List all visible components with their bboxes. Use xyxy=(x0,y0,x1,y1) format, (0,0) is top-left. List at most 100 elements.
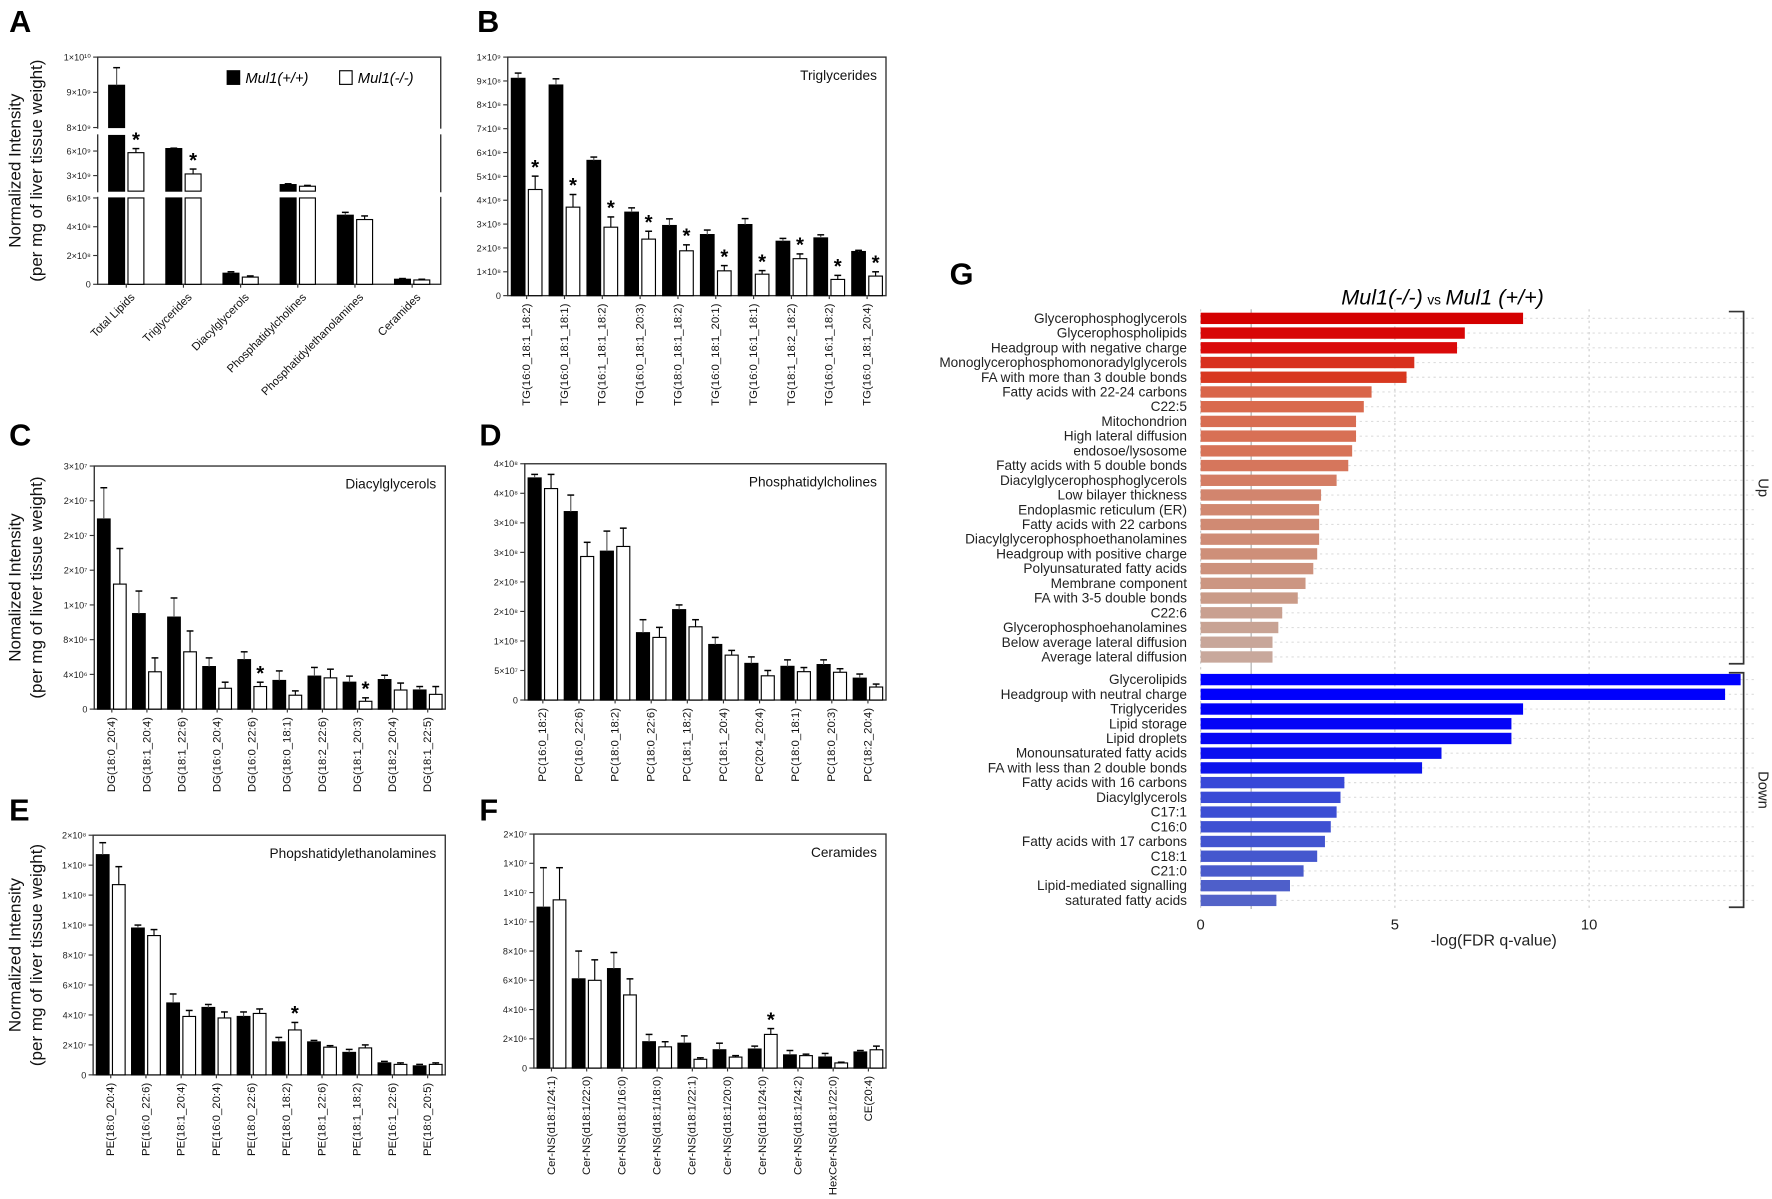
term-label: C17:1 xyxy=(1151,805,1187,820)
significance-star: * xyxy=(189,149,197,172)
y-tick-label: 1×10⁷ xyxy=(503,917,527,927)
bar-ko xyxy=(393,1063,408,1076)
x-tick-label: Phosphatidylethanolamines xyxy=(260,291,367,398)
y-axis-label: (per mg of liver tissue weight) xyxy=(27,60,46,282)
x-axis-label: -log(FDR q-value) xyxy=(1431,932,1557,949)
bar-ko xyxy=(358,700,373,710)
bar-wt xyxy=(237,659,252,710)
panel-title: Phopshatidylethanolamines xyxy=(270,846,437,861)
term-label: High lateral diffusion xyxy=(1064,429,1187,444)
x-tick-label: PC(18:0_18:2) xyxy=(609,708,621,782)
term-label: Glycerophosphoehanolamines xyxy=(1003,620,1187,635)
y-tick-label: 8×10⁶ xyxy=(503,946,527,956)
x-tick-label: Cer-NS(d18:1/18:0) xyxy=(652,1076,664,1175)
y-tick-label: 3×10⁹ xyxy=(67,171,91,181)
term-label: Lipid storage xyxy=(1109,716,1187,731)
bar-ko xyxy=(288,694,303,710)
bar-ko xyxy=(428,1063,443,1076)
term-label: FA with more than 3 double bonds xyxy=(981,370,1187,385)
term-label: C22:5 xyxy=(1151,399,1187,414)
enrichment-bar xyxy=(1200,879,1290,892)
bar-ko xyxy=(565,206,581,297)
bar-ko xyxy=(184,173,202,192)
term-label: C18:1 xyxy=(1151,849,1187,864)
term-label: Below average lateral diffusion xyxy=(1002,635,1187,650)
enrichment-bar xyxy=(1200,762,1423,774)
significance-star: * xyxy=(682,225,690,248)
bar-wt xyxy=(852,677,867,701)
term-label: Monoglycerophosphomonoradylglycerols xyxy=(939,355,1187,370)
bar-wt xyxy=(108,84,126,129)
term-label: C21:0 xyxy=(1151,864,1188,879)
enrichment-bar xyxy=(1200,342,1458,354)
enrichment-bar xyxy=(1200,386,1372,398)
bar-ko xyxy=(111,884,126,1076)
x-tick-label: PC(18:0_20:3) xyxy=(826,708,838,782)
term-label: Membrane component xyxy=(1051,576,1188,591)
bar-ko xyxy=(323,1046,337,1076)
bar-ko xyxy=(869,1049,884,1069)
bar-ko xyxy=(127,152,145,192)
bar-wt xyxy=(271,1041,286,1076)
bar-wt xyxy=(775,240,791,297)
bar-ko xyxy=(356,218,374,285)
y-tick-label: 2×10⁸ xyxy=(477,243,501,253)
enrichment-bar xyxy=(1200,548,1318,560)
significance-star: * xyxy=(872,252,880,275)
x-tick-label: Diacylglycerols xyxy=(190,291,252,353)
x-tick-label: PE(16:1_22:6) xyxy=(387,1083,399,1156)
y-tick-label: 0 xyxy=(86,280,91,290)
x-tick-label: DG(18:1_22:5) xyxy=(422,717,434,792)
x-tick-label: Cer-NS(d18:1/24:1) xyxy=(546,1076,558,1175)
term-label: Triglycerides xyxy=(1110,702,1187,717)
x-tick-label: Cer-NS(d18:1/24:0) xyxy=(757,1076,769,1175)
bar-wt xyxy=(222,272,240,285)
significance-star: * xyxy=(758,250,766,273)
x-tick-label: PC(18:1_20:4) xyxy=(718,708,730,782)
term-label: Glycerophospholipids xyxy=(1057,326,1187,341)
y-tick-label: 0 xyxy=(496,291,501,301)
x-tick-label: PC(18:0_22:6) xyxy=(646,708,658,782)
bar-ko xyxy=(580,555,595,701)
x-tick-label: DG(18:2_20:4) xyxy=(387,717,399,792)
x-tick-label: PE(18:0_20:5) xyxy=(422,1083,434,1156)
y-tick-label: 1×10⁷ xyxy=(503,888,527,898)
x-tick-label: DG(18:1_20:4) xyxy=(141,717,153,792)
bar-ko xyxy=(652,636,667,701)
y-tick-label: 2×10⁸ xyxy=(62,831,86,841)
bar-ko xyxy=(834,1062,849,1069)
bar-ko xyxy=(527,188,543,297)
bar-ko xyxy=(252,1012,267,1076)
bar-ko xyxy=(543,488,559,701)
bar-wt xyxy=(412,1065,427,1076)
x-tick-label: TG(16:0_18:1_18:2) xyxy=(521,303,533,405)
x-tick-label: Cer-NS(d18:1/24:2) xyxy=(792,1076,804,1175)
term-label: C22:6 xyxy=(1151,605,1187,620)
bar-ko xyxy=(799,1055,813,1069)
bar-ko xyxy=(830,278,846,297)
bar-wt xyxy=(642,1041,656,1069)
enrichment-bar xyxy=(1200,312,1524,325)
bar-wt xyxy=(635,632,651,701)
term-label: Diacylglycerophosphoethanolamines xyxy=(965,532,1187,547)
bar-wt xyxy=(272,679,287,710)
x-tick-label: PC(16:0_18:2) xyxy=(537,708,549,782)
bar-wt xyxy=(336,214,354,285)
enrichment-bar xyxy=(1200,806,1337,818)
bar-wt xyxy=(279,197,297,285)
x-tick-label: PE(18:0_22:6) xyxy=(246,1083,258,1156)
plot-frame xyxy=(92,834,446,1076)
bar-wt xyxy=(599,550,614,701)
panel-letter: E xyxy=(9,793,29,827)
x-tick-label: Cer-NS(d18:1/16:0) xyxy=(616,1076,628,1175)
y-tick-label: 2×10⁸ xyxy=(494,607,518,617)
y-tick-label: 8×10⁹ xyxy=(67,123,91,133)
legend-label: Mul1(-/-) xyxy=(358,71,414,87)
y-tick-label: 2×10⁶ xyxy=(503,1034,527,1044)
x-tick-label: DG(18:1_22:6) xyxy=(176,717,188,792)
significance-star: * xyxy=(256,662,264,685)
significance-star: * xyxy=(834,255,842,278)
term-label: Monounsaturated fatty acids xyxy=(1016,746,1187,761)
term-label: C16:0 xyxy=(1151,819,1188,834)
